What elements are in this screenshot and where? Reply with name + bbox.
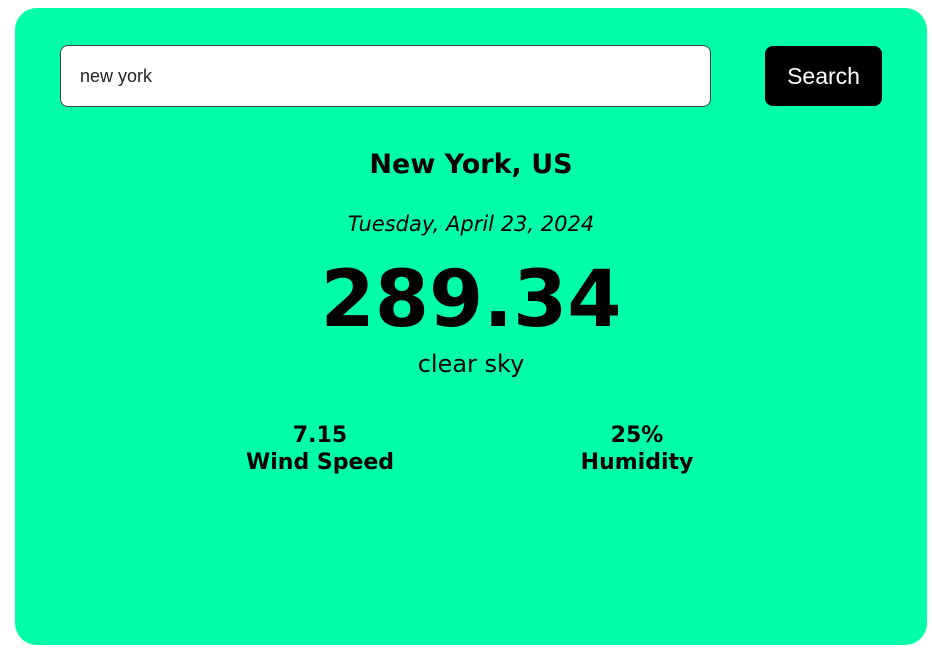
weather-description: clear sky xyxy=(417,350,525,378)
search-button[interactable]: Search xyxy=(765,46,882,106)
wind-speed-label: Wind Speed xyxy=(245,450,395,475)
humidity-label: Humidity xyxy=(580,450,694,475)
current-date: Tuesday, April 23, 2024 xyxy=(347,212,595,236)
wind-speed-stat: 7.15 Wind Speed xyxy=(210,422,430,476)
humidity-stat: 25% Humidity xyxy=(527,422,747,476)
humidity-value: 25% xyxy=(610,423,664,448)
wind-speed-value: 7.15 xyxy=(292,423,348,448)
location-title: New York, US xyxy=(369,149,573,180)
temperature-value: 289.34 xyxy=(320,255,622,345)
search-input[interactable] xyxy=(60,45,711,107)
weather-card: Search New York, US Tuesday, April 23, 2… xyxy=(15,8,927,645)
